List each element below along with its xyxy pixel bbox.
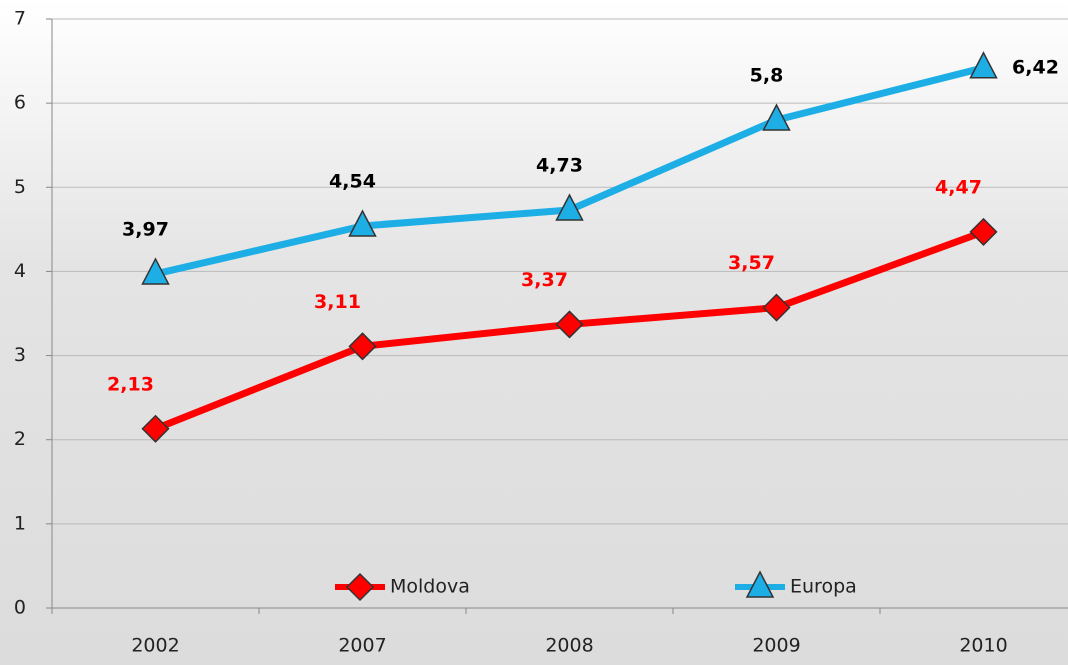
y-tick-label: 1: [14, 512, 26, 534]
legend-label: Moldova: [390, 576, 470, 598]
x-tick-label: 2008: [545, 635, 593, 657]
y-tick-label: 0: [14, 597, 26, 619]
x-tick-label: 2009: [752, 635, 800, 657]
value-label: 3,97: [122, 218, 169, 240]
value-label: 6,42: [1012, 56, 1059, 78]
point: [555, 193, 584, 221]
y-tick-label: 4: [14, 260, 26, 282]
point: [348, 209, 377, 237]
x-tick-label: 2010: [959, 635, 1007, 657]
y-tick-label: 5: [14, 176, 26, 198]
point: [969, 217, 998, 246]
y-tick-label: 7: [14, 8, 26, 30]
point: [969, 51, 998, 79]
value-label: 4,73: [536, 155, 583, 177]
point: [762, 293, 791, 322]
value-label: 5,8: [750, 64, 784, 86]
point: [141, 257, 170, 285]
legend-label: Europa: [790, 576, 857, 598]
point: [348, 332, 377, 361]
value-label: 3,11: [314, 291, 361, 313]
value-label: 3,57: [728, 252, 775, 274]
point: [555, 310, 584, 339]
value-label: 4,54: [329, 170, 376, 192]
value-label: 3,37: [521, 269, 568, 291]
value-label: 2,13: [107, 373, 154, 395]
point: [141, 414, 170, 443]
y-tick-label: 2: [14, 428, 26, 450]
value-label: 4,47: [935, 176, 982, 198]
y-tick-label: 6: [14, 92, 26, 114]
y-tick-label: 3: [14, 344, 26, 366]
x-tick-label: 2007: [338, 635, 386, 657]
legend-marker: [745, 570, 775, 598]
point: [762, 103, 791, 131]
x-tick-label: 2002: [131, 635, 179, 657]
legend-marker: [345, 572, 375, 602]
